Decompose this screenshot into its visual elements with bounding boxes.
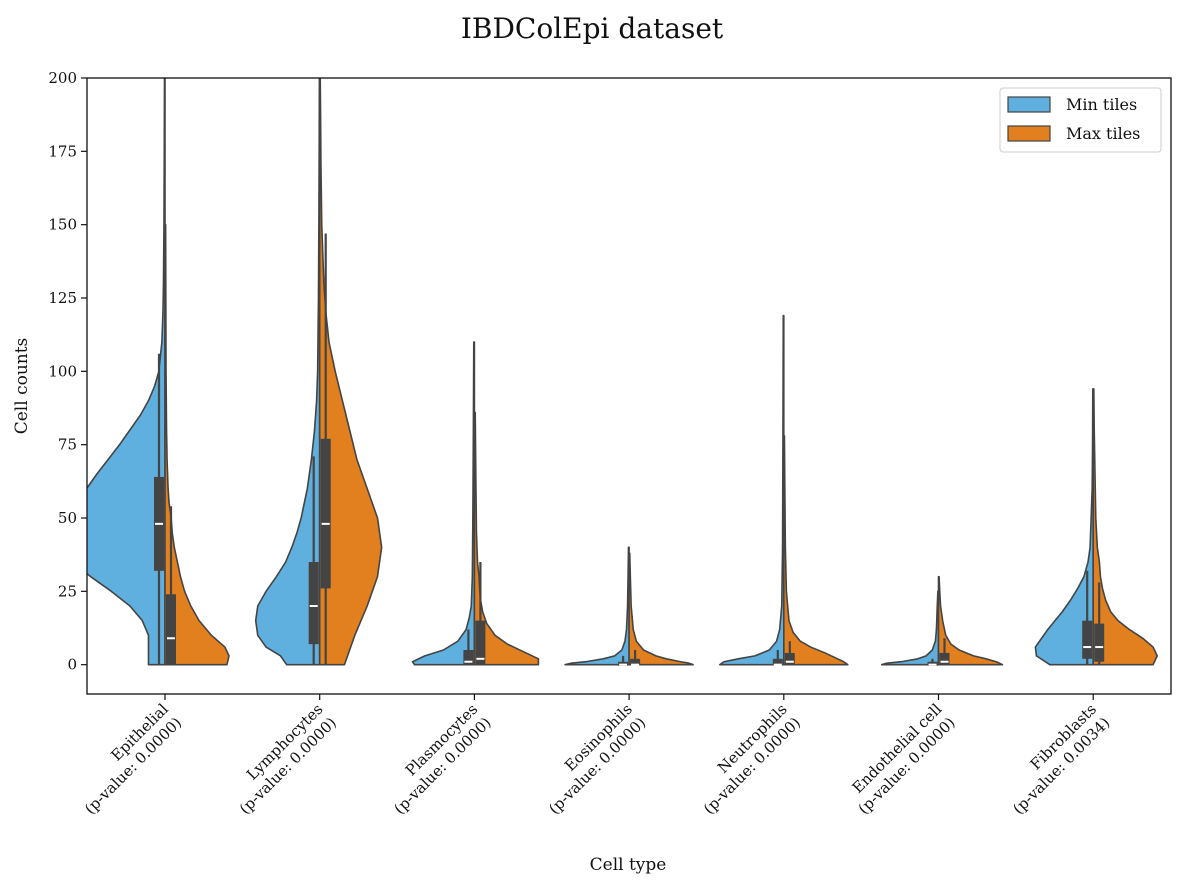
violin-half-min-1	[254, 78, 321, 666]
box-max-5	[939, 652, 950, 665]
violin-group-fibroblasts	[1034, 388, 1158, 666]
violin-half-min-2	[411, 341, 476, 666]
x-tick-label-0: Epithelial(p-value: 0.0000)	[81, 700, 185, 818]
legend-label-0: Min tiles	[1066, 95, 1137, 114]
box-min-4	[772, 658, 783, 665]
x-tick-label-6: Fibroblasts(p-value: 0.0034)	[1009, 700, 1113, 818]
y-tick-label: 25	[58, 582, 77, 600]
y-tick-label: 50	[58, 509, 77, 527]
legend: Min tiles Max tiles	[999, 87, 1162, 153]
y-tick-label: 200	[48, 69, 77, 87]
legend-label-1: Max tiles	[1066, 124, 1140, 143]
violin-half-min-3	[564, 546, 630, 666]
violin-group-eosinophils	[564, 546, 694, 666]
violin-group-epithelial	[87, 78, 230, 666]
box-min-1	[308, 562, 319, 645]
legend-swatch-0	[1007, 96, 1051, 113]
violin-half-max-5	[937, 575, 1004, 666]
violin-half-min-0	[87, 78, 166, 666]
y-tick-label: 175	[48, 142, 77, 160]
box-max-3	[630, 658, 641, 665]
violin-half-max-1	[318, 78, 383, 666]
box-max-2	[475, 620, 486, 665]
chart-title: IBDColEpi dataset	[461, 12, 724, 45]
violin-half-min-5	[880, 590, 940, 666]
plot-area	[87, 78, 1158, 666]
y-tick-label: 125	[48, 289, 77, 307]
x-tick-label-4: Neutrophils(p-value: 0.0000)	[700, 700, 804, 818]
violin-half-min-4	[719, 314, 785, 666]
violin-half-max-6	[1092, 388, 1158, 666]
box-max-4	[784, 652, 795, 665]
violin-half-max-3	[628, 552, 694, 666]
violin-group-lymphocytes	[254, 78, 383, 666]
y-tick-label: 150	[48, 216, 77, 234]
x-tick-label-3: Eosinophils(p-value: 0.0000)	[545, 700, 649, 818]
violin-group-endothelial-cell	[880, 575, 1004, 666]
box-max-0	[166, 594, 176, 665]
y-tick-label: 0	[67, 656, 77, 674]
box-max-1	[320, 438, 331, 589]
axes: 0 25 50 75 100 125 150 175 200 Epithelial(p-value…	[48, 69, 1172, 818]
x-tick-label-2: Plasmocytes(p-value: 0.0000)	[390, 700, 494, 818]
box-max-6	[1094, 623, 1105, 662]
y-axis-label: Cell counts	[12, 338, 32, 435]
legend-swatch-1	[1007, 125, 1051, 142]
violin-group-neutrophils	[719, 314, 849, 666]
violin-half-max-4	[783, 435, 849, 666]
box-min-2	[463, 650, 474, 665]
y-tick-label: 100	[48, 362, 77, 380]
x-tick-label-1: Lymphocytes(p-value: 0.0000)	[236, 700, 340, 818]
box-min-6	[1082, 620, 1093, 659]
x-axis-label: Cell type	[590, 855, 667, 875]
violin-group-plasmocytes	[411, 341, 540, 666]
x-tick-label-5: Endothelial cell(p-value: 0.0000)	[849, 700, 959, 818]
y-tick-label: 75	[58, 436, 77, 454]
